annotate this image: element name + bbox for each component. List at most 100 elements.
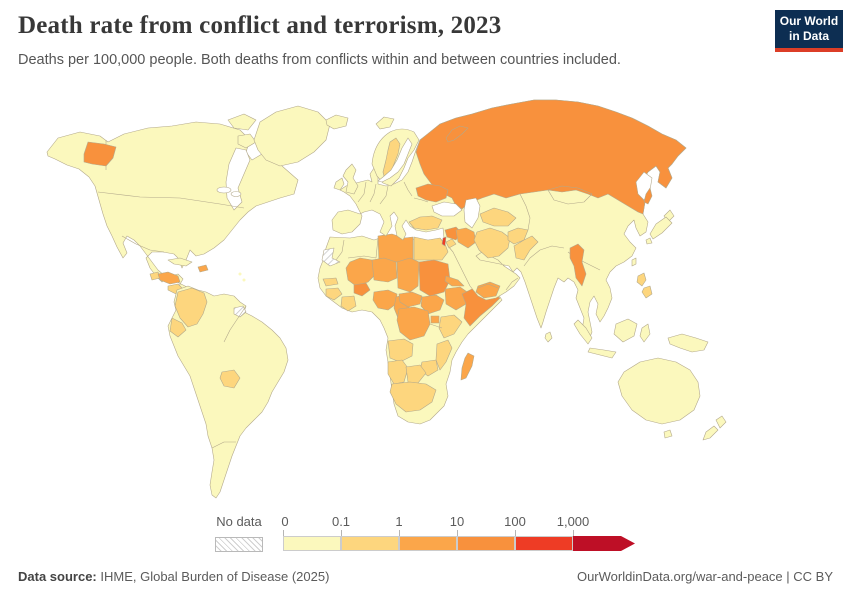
country-united-kingdom[interactable] xyxy=(342,163,359,195)
country-ireland[interactable] xyxy=(333,177,345,191)
legend-bin-2[interactable] xyxy=(399,536,457,551)
legend-bin-4[interactable] xyxy=(515,536,573,551)
country-russia-sakhalin[interactable] xyxy=(643,187,653,205)
country-indonesia-sulawesi[interactable] xyxy=(639,323,651,343)
country-libya[interactable] xyxy=(377,233,414,263)
country-arctic-islands[interactable] xyxy=(227,113,257,131)
country-pakistan[interactable] xyxy=(513,235,539,261)
country-yemen[interactable] xyxy=(475,281,501,299)
border-north-africa xyxy=(335,237,443,329)
owid-logo-line1: Our World xyxy=(779,14,839,28)
owid-logo-line2: in Data xyxy=(788,29,829,43)
legend-tick-10: 10 xyxy=(449,514,465,529)
country-russia-chukotka[interactable] xyxy=(83,141,117,167)
legend-bin-0[interactable] xyxy=(283,536,341,551)
country-haiti[interactable] xyxy=(197,264,209,273)
data-source: Data source: IHME, Global Burden of Dise… xyxy=(18,569,329,584)
country-south-sudan[interactable] xyxy=(420,294,445,315)
no-data-label: No data xyxy=(216,514,262,529)
owid-logo[interactable]: Our World in Data xyxy=(775,10,843,52)
country-new-zealand[interactable] xyxy=(715,415,727,429)
country-sri-lanka[interactable] xyxy=(544,331,553,343)
caspian-sea xyxy=(463,197,481,229)
country-south-africa[interactable] xyxy=(389,381,437,413)
country-iceland[interactable] xyxy=(325,114,349,130)
country-arctic-islands[interactable] xyxy=(237,133,257,149)
country-paraguay[interactable] xyxy=(219,369,241,389)
country-burkina-faso[interactable] xyxy=(353,282,371,297)
legend-bin-1[interactable] xyxy=(341,536,399,551)
country-colombia[interactable] xyxy=(174,287,208,328)
credit-link[interactable]: OurWorldinData.org/war-and-peace | CC BY xyxy=(576,569,833,584)
map-legend: No data 0 0.1 1 10 100 1,000 xyxy=(215,514,645,556)
page-subtitle: Deaths per 100,000 people. Both deaths f… xyxy=(18,52,621,68)
page-title: Death rate from conflict and terrorism, … xyxy=(18,12,502,39)
map-footer: Data source: IHME, Global Burden of Dise… xyxy=(18,569,833,584)
country-taiwan[interactable] xyxy=(631,257,637,267)
country-japan[interactable] xyxy=(645,237,653,245)
border-europe xyxy=(357,181,429,205)
country-madagascar[interactable] xyxy=(460,352,475,381)
country-philippines[interactable] xyxy=(636,272,647,287)
country-turkey[interactable] xyxy=(408,215,443,231)
country-eritrea[interactable] xyxy=(444,275,465,287)
baltic-sea xyxy=(377,137,413,183)
legend-tick-0.1: 0.1 xyxy=(331,514,351,529)
country-namibia[interactable] xyxy=(387,359,409,385)
country-japan[interactable] xyxy=(649,216,673,240)
border-mongolia xyxy=(547,185,593,205)
country-french-guiana[interactable] xyxy=(233,305,247,318)
country-mali[interactable] xyxy=(345,257,375,287)
no-data-swatch[interactable] xyxy=(215,537,263,552)
country-senegal[interactable] xyxy=(322,277,339,287)
country-myanmar[interactable] xyxy=(569,243,587,287)
country-cuba[interactable] xyxy=(167,257,193,267)
country-palestine[interactable] xyxy=(441,236,447,247)
country-jordan[interactable] xyxy=(445,238,457,249)
country-central-african-republic[interactable] xyxy=(398,291,423,308)
country-honduras[interactable] xyxy=(157,271,181,285)
legend-tick-1: 1 xyxy=(395,514,403,529)
country-indonesia-borneo[interactable] xyxy=(613,318,638,343)
country-australia[interactable] xyxy=(617,357,701,425)
country-svalbard[interactable] xyxy=(375,116,395,130)
legend-tick-0: 0 xyxy=(281,514,289,529)
data-source-text: IHME, Global Burden of Disease (2025) xyxy=(96,569,330,584)
country-kenya[interactable] xyxy=(438,314,463,339)
country-egypt[interactable] xyxy=(413,236,449,261)
border-south-america xyxy=(211,305,247,449)
country-papua-new-guinea[interactable] xyxy=(667,333,709,353)
country-uganda[interactable] xyxy=(430,315,440,324)
country-sudan[interactable] xyxy=(418,259,451,297)
country-indonesia-sumatra[interactable] xyxy=(573,319,593,345)
world-choropleth-map xyxy=(46,99,727,499)
country-philippines[interactable] xyxy=(641,285,653,299)
legend-tick-1000: 1,000 xyxy=(556,514,590,529)
country-ukraine[interactable] xyxy=(415,183,449,203)
country-chad[interactable] xyxy=(396,257,420,293)
country-lesser-antilles[interactable] xyxy=(238,272,242,276)
country-russia-novaya-zemlya[interactable] xyxy=(445,125,469,143)
legend-bin-3[interactable] xyxy=(457,536,515,551)
country-turkmenistan[interactable] xyxy=(479,207,517,227)
country-guinea[interactable] xyxy=(325,287,343,301)
country-botswana[interactable] xyxy=(405,364,427,384)
country-indonesia-java[interactable] xyxy=(587,347,617,359)
country-lesser-antilles[interactable] xyxy=(242,278,246,282)
border-us-mexico xyxy=(121,235,165,253)
country-drc[interactable] xyxy=(396,306,431,341)
border-asia xyxy=(477,193,601,291)
country-iran[interactable] xyxy=(473,227,511,259)
country-cote-divoire[interactable] xyxy=(340,295,357,312)
country-western-sahara[interactable] xyxy=(321,247,341,267)
country-new-zealand[interactable] xyxy=(702,425,719,441)
legend-bin-5-arrow[interactable] xyxy=(573,536,635,551)
country-australia-tasmania[interactable] xyxy=(663,429,673,439)
country-nigeria[interactable] xyxy=(372,289,398,311)
country-niger[interactable] xyxy=(371,257,398,283)
great-lakes xyxy=(216,186,232,194)
country-ecuador[interactable] xyxy=(169,317,187,338)
country-greenland[interactable] xyxy=(253,105,331,167)
country-angola[interactable] xyxy=(387,338,414,363)
black-sea xyxy=(431,201,463,217)
